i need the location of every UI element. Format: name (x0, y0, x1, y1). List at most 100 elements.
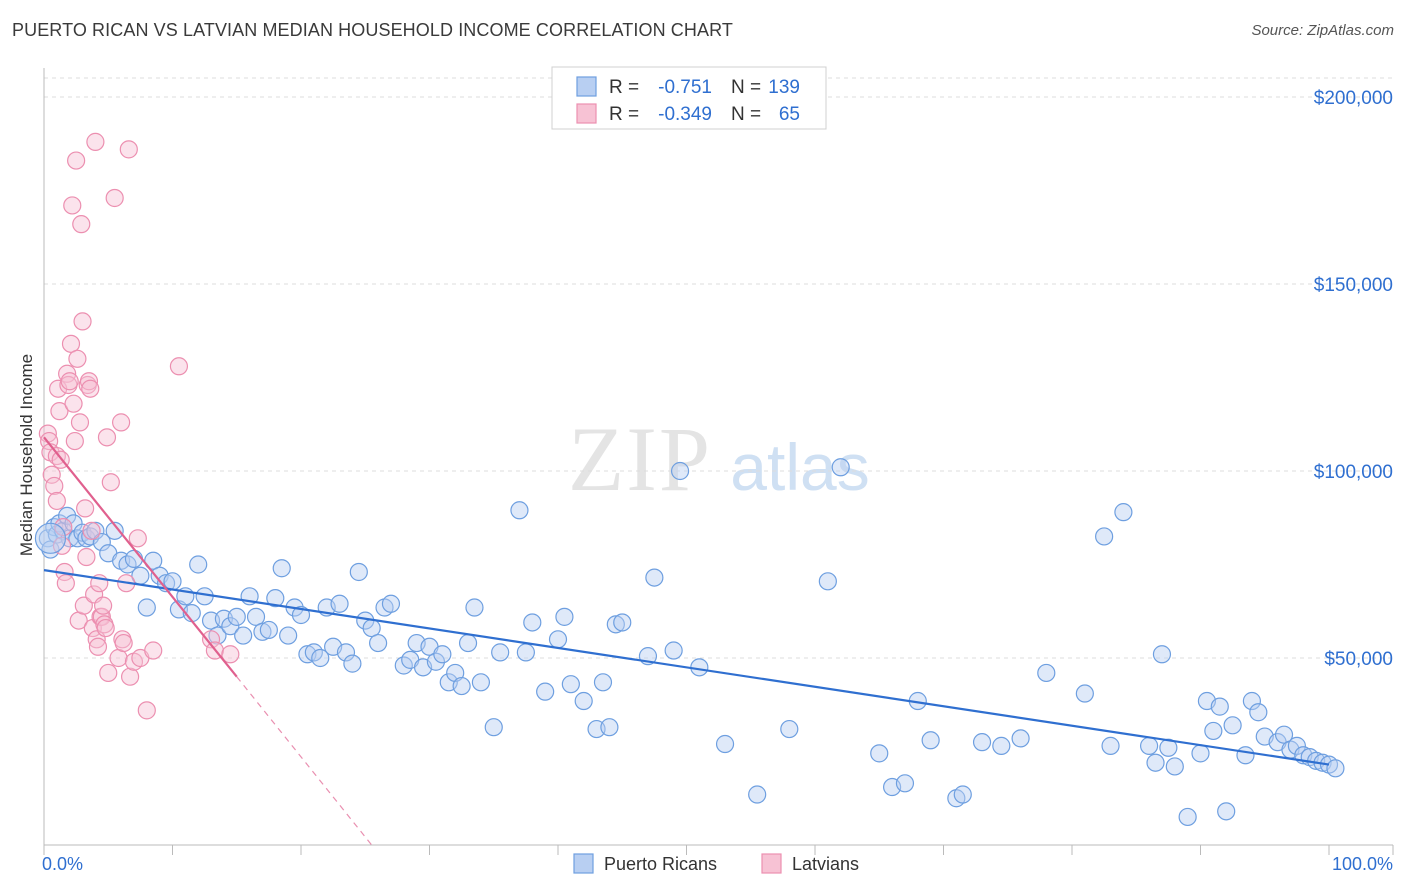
watermark-atlas: atlas (730, 430, 869, 504)
data-point (144, 641, 163, 660)
data-point (72, 215, 91, 234)
data-point (105, 188, 124, 208)
data-point (613, 613, 632, 632)
data-point (1011, 729, 1030, 748)
data-point (1075, 684, 1094, 703)
data-point (50, 402, 69, 421)
data-point (45, 476, 64, 496)
data-point (349, 562, 368, 582)
data-point (895, 774, 915, 793)
data-point (221, 617, 240, 636)
data-point (336, 643, 356, 662)
data-point (600, 718, 619, 737)
correlation-legend: R = -0.751 N = 139 R = -0.349 N = 65 (551, 66, 827, 130)
data-point (279, 626, 298, 645)
data-point (555, 607, 574, 626)
legend-swatch (576, 76, 597, 97)
legend-series-label: Latvians (792, 854, 859, 874)
data-point (114, 633, 133, 653)
data-point (664, 641, 683, 660)
data-point (1139, 736, 1159, 755)
source-credit: Source: ZipAtlas.com (1251, 22, 1394, 39)
data-point (99, 663, 118, 683)
x-tick-label: 0.0% (42, 854, 83, 874)
data-point (1287, 736, 1306, 755)
data-point (1210, 697, 1229, 716)
data-point (780, 719, 799, 739)
data-point (68, 349, 87, 368)
legend-series-label: Puerto Ricans (604, 854, 717, 874)
data-point (369, 633, 388, 653)
series-latvians (38, 132, 240, 720)
data-point (510, 501, 529, 520)
data-point (253, 622, 272, 641)
data-point (221, 645, 240, 664)
data-point (76, 499, 95, 518)
legend-n-value: 139 (768, 77, 800, 98)
data-point (645, 568, 664, 587)
data-point (1101, 736, 1120, 755)
data-point (452, 676, 471, 696)
data-point (484, 718, 503, 737)
series-puerto-ricans (38, 458, 1345, 827)
data-point (1249, 703, 1268, 722)
data-point (96, 618, 115, 638)
data-point (574, 691, 593, 711)
y-tick-label: $100,000 (1314, 462, 1393, 483)
y-tick-label: $150,000 (1314, 275, 1393, 296)
data-point (86, 132, 105, 151)
legend-swatch (573, 853, 594, 874)
data-point (61, 334, 81, 353)
data-point (128, 529, 147, 548)
data-point (189, 555, 208, 574)
legend-swatch (576, 103, 597, 124)
data-point (86, 521, 105, 540)
chart-title: PUERTO RICAN VS LATVIAN MEDIAN HOUSEHOLD… (12, 20, 733, 40)
data-point (818, 572, 837, 591)
legend-r-value: -0.751 (658, 77, 712, 98)
data-point (259, 620, 278, 640)
data-point (1204, 721, 1223, 741)
data-point (77, 547, 96, 567)
data-point (1223, 716, 1242, 735)
data-point (446, 663, 465, 683)
trend-line-extension (236, 676, 373, 846)
data-point (1165, 757, 1184, 776)
data-point (465, 598, 484, 617)
y-tick-label: $50,000 (1324, 649, 1393, 670)
data-point (227, 607, 246, 626)
legend-r-label: R = (609, 77, 639, 98)
series-legend: Puerto Ricans Latvians (573, 853, 859, 874)
data-point (381, 594, 401, 613)
data-point (70, 413, 90, 432)
data-point (1037, 663, 1056, 683)
data-point (60, 372, 79, 391)
data-point (272, 559, 291, 578)
data-point (516, 643, 535, 662)
data-point (426, 652, 446, 671)
data-point (471, 673, 490, 692)
watermark-zip: ZIP (568, 408, 712, 510)
data-point (561, 675, 580, 694)
data-point (56, 574, 75, 593)
data-point (1095, 527, 1114, 546)
data-point (65, 431, 84, 451)
data-point (311, 648, 330, 668)
data-point (1242, 691, 1262, 711)
data-point (1326, 759, 1345, 778)
data-point (246, 607, 266, 626)
data-point (458, 633, 478, 653)
data-point (67, 151, 86, 170)
data-point (606, 615, 625, 634)
data-point (992, 736, 1011, 755)
data-point (111, 413, 131, 432)
data-point (79, 372, 99, 391)
data-point (97, 428, 117, 447)
data-point (715, 734, 735, 754)
y-tick-label: $200,000 (1314, 88, 1393, 109)
trend-line (43, 436, 238, 678)
data-point-cluster (34, 522, 67, 554)
data-point (1236, 746, 1255, 765)
data-point (433, 645, 452, 664)
data-point (953, 785, 972, 804)
